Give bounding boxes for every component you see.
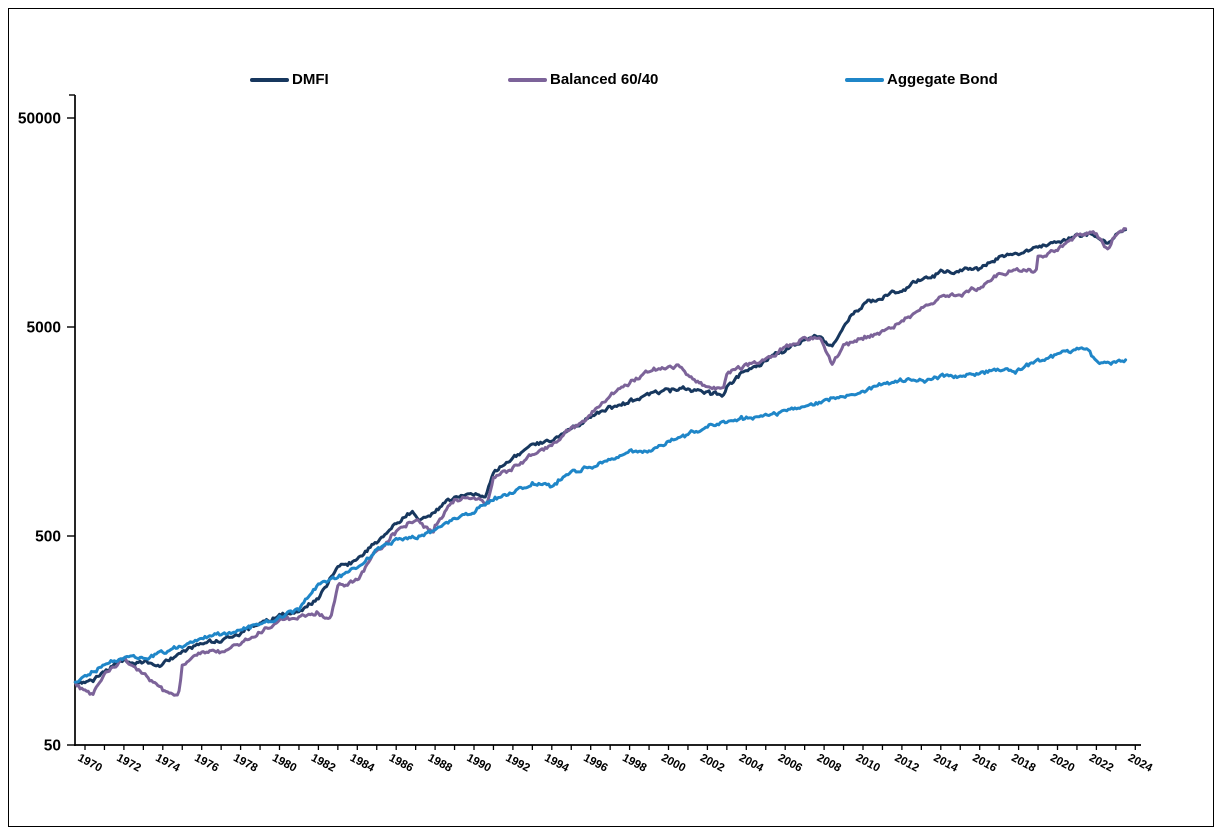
y-tick-label: 5000	[27, 320, 61, 337]
series-line-balanced-60-40	[73, 227, 1128, 697]
x-tick-label: 2024	[1126, 752, 1155, 775]
x-tick-label: 1980	[270, 752, 298, 775]
x-tick-label: 1996	[581, 752, 609, 775]
x-tick-label: 2014	[931, 752, 960, 775]
x-tick-label: 1984	[348, 752, 377, 775]
x-tick-label: 2006	[776, 752, 804, 775]
x-tick-label: 1982	[309, 752, 337, 775]
x-tick-label: 1970	[76, 752, 104, 775]
x-tick-label: 1994	[542, 752, 571, 775]
x-tick-label: 2000	[659, 752, 687, 775]
legend-item-aggregate-bond: Aggegate Bond	[845, 71, 998, 88]
x-tick-label: 2008	[815, 752, 844, 775]
x-tick-label: 1974	[153, 752, 182, 775]
y-tick-label: 500	[35, 529, 61, 546]
legend-swatch-aggregate-bond	[845, 77, 884, 82]
x-tick-label: 1988	[426, 752, 455, 775]
x-tick-label: 1998	[620, 752, 649, 775]
legend-swatch-balanced-60-40	[508, 77, 547, 82]
x-tick-label: 1986	[387, 752, 415, 775]
legend-item-balanced-60-40: Balanced 60/40	[508, 71, 658, 88]
x-tick-label: 2012	[892, 752, 920, 775]
legend-item-dmfi: DMFI	[250, 71, 329, 88]
x-tick-label: 1990	[465, 752, 493, 775]
x-tick-label: 2002	[698, 752, 726, 775]
legend-swatch-dmfi	[250, 77, 289, 82]
legend-label-aggregate-bond: Aggegate Bond	[887, 71, 998, 88]
y-tick-label: 50	[44, 738, 61, 755]
x-tick-label: 1992	[503, 752, 531, 775]
x-tick-label: 2020	[1048, 752, 1076, 775]
x-tick-label: 2022	[1087, 752, 1115, 775]
x-tick-label: 2016	[970, 752, 998, 775]
x-tick-label: 1976	[192, 752, 220, 775]
x-tick-label: 2018	[1009, 752, 1038, 775]
x-tick-label: 2004	[737, 752, 766, 775]
series-line-aggegate-bond	[73, 346, 1128, 684]
x-tick-label: 2010	[854, 752, 882, 775]
x-tick-label: 1972	[114, 752, 142, 775]
legend-label-balanced-60-40: Balanced 60/40	[550, 71, 659, 88]
x-tick-label: 1978	[231, 752, 260, 775]
series-line-dmfi	[73, 228, 1128, 685]
legend-label-dmfi: DMFI	[292, 71, 329, 88]
y-tick-label: 50000	[18, 111, 61, 128]
